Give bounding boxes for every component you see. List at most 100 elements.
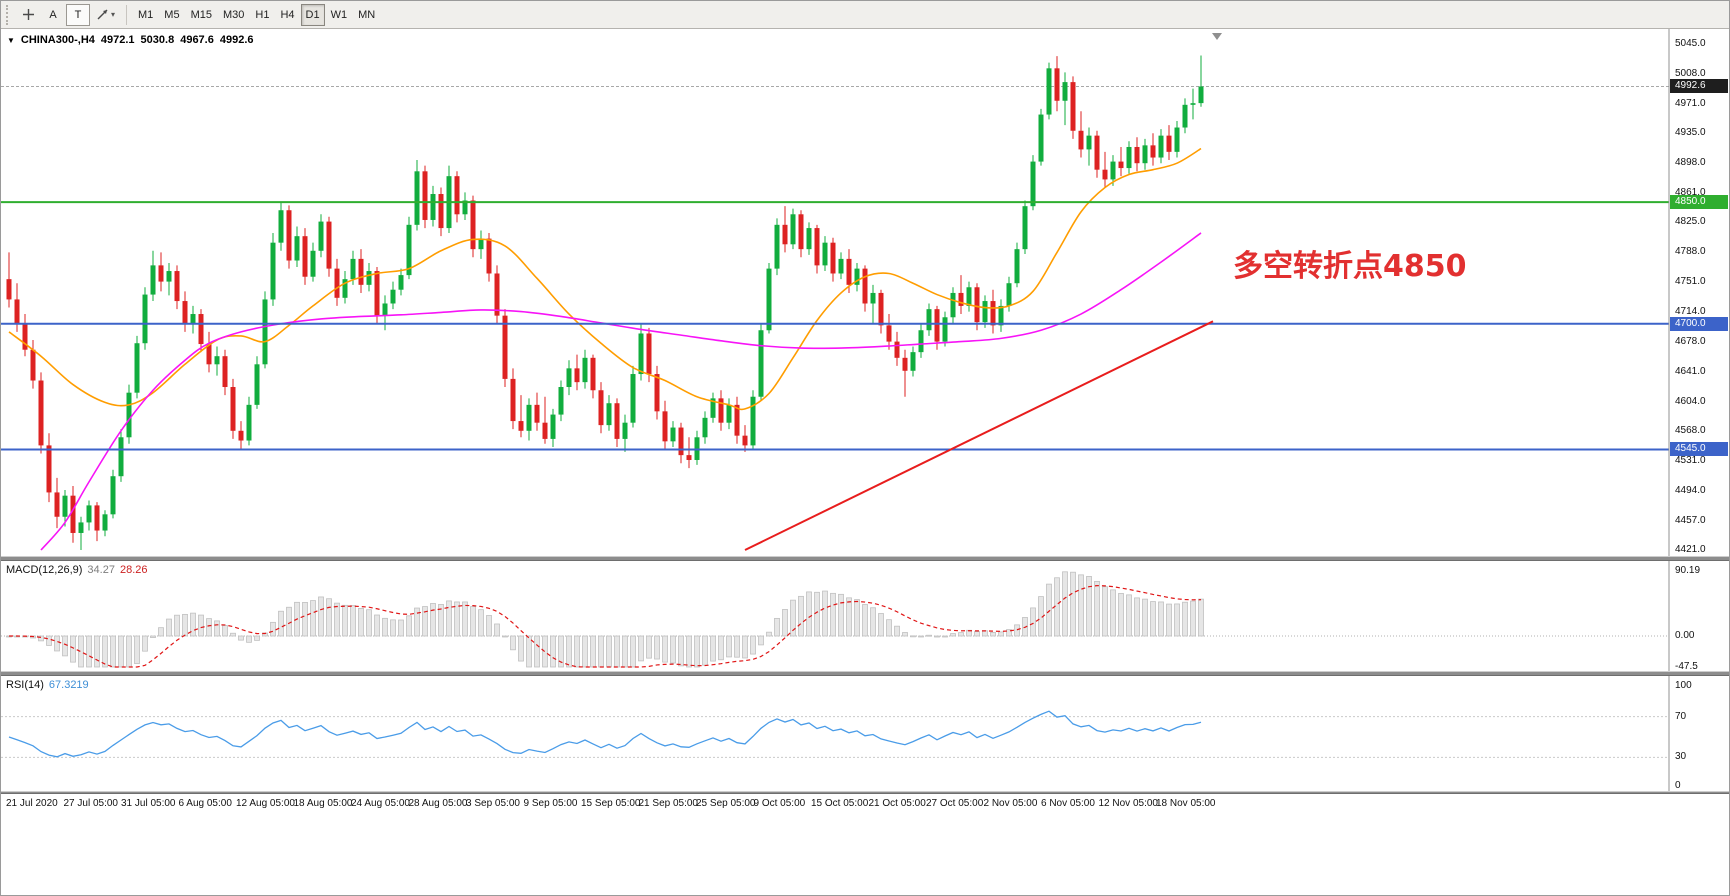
time-axis-label: 27 Oct 05:00 [926, 798, 984, 809]
crosshair-icon [22, 9, 34, 20]
price-tick-label: 5008.0 [1675, 68, 1706, 79]
macd-scale-label: 0.00 [1675, 630, 1695, 641]
time-axis-label: 9 Sep 05:00 [523, 798, 578, 809]
rsi-canvas[interactable] [1, 676, 1730, 791]
time-axis-label: 6 Nov 05:00 [1041, 798, 1095, 809]
trendline[interactable] [744, 320, 1214, 551]
time-axis-label: 12 Nov 05:00 [1098, 798, 1159, 809]
time-axis-label: 21 Oct 05:00 [868, 798, 926, 809]
chart-ohlc-readout: ▼ CHINA300-,H4 4972.1 5030.8 4967.6 4992… [7, 34, 254, 46]
time-axis-label: 3 Sep 05:00 [466, 798, 520, 809]
price-tick-label: 4457.0 [1675, 514, 1706, 526]
moving-average-fast [8, 147, 1202, 411]
price-tick-label: 4678.0 [1675, 335, 1706, 347]
price-tick-label: 4494.0 [1675, 484, 1706, 496]
panel-separator[interactable] [1, 671, 1729, 676]
time-axis-label: 21 Jul 2020 [6, 798, 58, 809]
price-tick-label: 4531.0 [1675, 454, 1706, 466]
macd-panel[interactable]: MACD(12,26,9) 34.27 28.26 90.19 0.00 -47.5 [1, 561, 1730, 672]
rsi-line [8, 710, 1202, 758]
macd-name: MACD(12,26,9) [6, 564, 83, 576]
price-tick-label: 4898.0 [1675, 157, 1706, 169]
time-axis-label: 15 Oct 05:00 [811, 798, 869, 809]
timeframe-button-m5[interactable]: M5 [159, 4, 184, 26]
arrow-tool-button[interactable]: A [41, 4, 65, 26]
time-axis[interactable]: 21 Jul 2020 27 Jul 05:00 31 Jul 05:00 6 Aug… [1, 794, 1729, 816]
price-tick-label: 4935.0 [1675, 127, 1706, 139]
top-toolbar: A T ▾ M1 M5 M15 M30 H1 H4 D1 W1 MN [1, 1, 1729, 29]
price-chart-panel[interactable]: ▼ CHINA300-,H4 4972.1 5030.8 4967.6 4992… [1, 29, 1730, 556]
time-axis-label: 15 Sep 05:00 [581, 798, 641, 809]
macd-signal-value: 28.26 [119, 564, 148, 576]
time-axis-label: 28 Aug 05:00 [408, 798, 468, 809]
macd-value: 34.27 [87, 564, 115, 576]
chart-annotation-text: 多空转折点4850 [1233, 249, 1467, 284]
time-axis-label: 18 Aug 05:00 [293, 798, 353, 809]
time-axis-label: 25 Sep 05:00 [696, 798, 756, 809]
candles-layer [6, 55, 1204, 550]
macd-canvas[interactable] [1, 561, 1730, 671]
price-tick-label: 4971.0 [1675, 98, 1706, 109]
timeframe-button-m1[interactable]: M1 [133, 4, 158, 26]
timeframe-button-w1[interactable]: W1 [326, 4, 353, 26]
rsi-value: 67.3219 [48, 679, 89, 691]
ohlc-open: 4972.1 [100, 34, 135, 46]
macd-scale-label: 90.19 [1675, 565, 1701, 576]
time-axis-label: 21 Sep 05:00 [638, 798, 699, 809]
trendline-tool-icon [97, 9, 108, 20]
price-tick-label: 4568.0 [1675, 424, 1706, 436]
toolbar-grip[interactable] [6, 4, 10, 25]
macd-indicator-label: MACD(12,26,9) 34.27 28.26 [6, 564, 147, 576]
price-tick-label: 4641.0 [1675, 365, 1706, 377]
ohlc-high: 5030.8 [140, 34, 175, 46]
rsi-scale-label: 100 [1675, 680, 1692, 691]
rsi-scale-label: 0 [1675, 780, 1681, 791]
price-chart-canvas[interactable] [1, 29, 1730, 556]
toolbar-separator [126, 4, 128, 25]
price-tick-label: 5045.0 [1675, 38, 1706, 49]
time-axis-label: 6 Aug 05:00 [178, 798, 232, 809]
chart-shift-marker-icon[interactable] [1212, 33, 1222, 40]
crosshair-tool-button[interactable] [16, 4, 40, 26]
price-badge-4545.0: 4545.0 [1670, 442, 1728, 457]
macd-signal-line [8, 585, 1202, 668]
price-tick-label: 4861.0 [1675, 187, 1706, 199]
time-axis-label: 12 Aug 05:00 [236, 798, 295, 809]
price-tick-label: 4604.0 [1675, 395, 1706, 407]
draw-tools-button[interactable]: ▾ [91, 4, 120, 26]
macd-histogram-layer [6, 571, 1204, 668]
time-axis-label: 2 Nov 05:00 [983, 798, 1038, 809]
price-badge-4850.0: 4850.0 [1670, 195, 1728, 210]
ohlc-close: 4992.6 [219, 34, 254, 46]
symbol-dropdown-icon[interactable]: ▼ [7, 35, 15, 45]
rsi-name: RSI(14) [6, 679, 44, 691]
price-tick-label: 4825.0 [1675, 216, 1706, 228]
price-badge-4992.6: 4992.6 [1670, 79, 1728, 94]
timeframe-button-h1[interactable]: H1 [250, 4, 274, 26]
text-tool-button[interactable]: T [66, 3, 90, 26]
timeframe-button-d1[interactable]: D1 [300, 3, 325, 26]
timeframe-button-mn[interactable]: MN [353, 4, 380, 26]
ohlc-low: 4967.6 [180, 34, 214, 46]
timeframe-button-h4[interactable]: H4 [275, 4, 299, 26]
time-axis-label: 9 Oct 05:00 [753, 798, 806, 809]
price-tick-label: 4751.0 [1675, 276, 1706, 288]
dropdown-caret-icon: ▾ [111, 10, 116, 19]
panel-separator[interactable] [1, 556, 1729, 561]
rsi-scale-label: 70 [1675, 711, 1687, 722]
price-tick-label: 4788.0 [1675, 246, 1706, 258]
time-axis-label: 18 Nov 05:00 [1156, 798, 1216, 809]
price-badge-4700.0: 4700.0 [1670, 316, 1728, 331]
rsi-panel[interactable]: RSI(14) 67.3219 100 70 30 0 [1, 676, 1730, 791]
time-axis-label: 27 Jul 05:00 [63, 798, 119, 809]
time-axis-label: 24 Aug 05:00 [351, 798, 410, 809]
panel-separator[interactable] [1, 791, 1729, 794]
timeframe-button-m15[interactable]: M15 [186, 4, 217, 26]
timeframe-button-m30[interactable]: M30 [218, 4, 249, 26]
rsi-indicator-label: RSI(14) 67.3219 [6, 679, 89, 691]
rsi-scale-label: 30 [1675, 751, 1687, 762]
time-axis-label: 31 Jul 05:00 [121, 798, 176, 809]
timeframe-toolbar: M1 M5 M15 M30 H1 H4 D1 W1 MN [133, 3, 380, 26]
symbol-title: CHINA300-,H4 [20, 34, 95, 46]
